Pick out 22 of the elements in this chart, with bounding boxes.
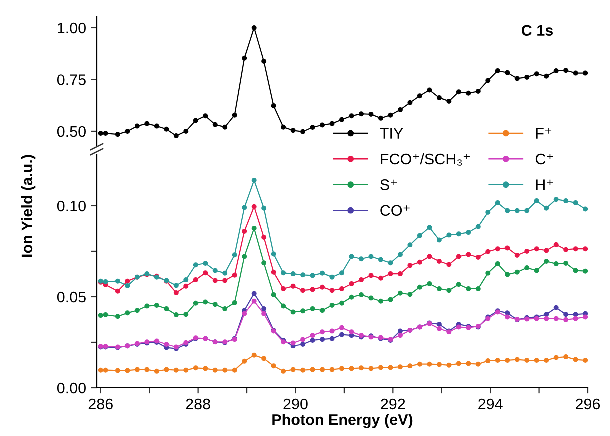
legend-label: S⁺ bbox=[380, 180, 398, 190]
y-tick-label: 0.75 bbox=[57, 74, 86, 86]
x-tick-label: 288 bbox=[186, 398, 210, 410]
legend-label: TIY bbox=[380, 128, 404, 139]
x-tick-label: 294 bbox=[478, 398, 503, 410]
x-tick-label: 292 bbox=[381, 398, 406, 410]
x-tick-label: 290 bbox=[284, 398, 308, 410]
y-tick-label: 0.50 bbox=[57, 126, 86, 138]
legend-label: CO⁺ bbox=[380, 205, 410, 216]
x-tick-label: 286 bbox=[88, 398, 113, 410]
x-tick-label: 296 bbox=[576, 398, 600, 410]
y-tick-label: 0.10 bbox=[57, 200, 86, 212]
y-axis-title: Ion Yield (a.u.) bbox=[21, 155, 36, 258]
y-tick-label: 0.05 bbox=[57, 292, 86, 303]
y-tick-label: 1.00 bbox=[58, 22, 86, 34]
legend-label: FCO⁺/SCH₃⁺ bbox=[381, 153, 470, 166]
legend-label: F⁺ bbox=[536, 128, 552, 139]
legend-label: C⁺ bbox=[536, 154, 554, 165]
y-tick-label: 0.00 bbox=[57, 382, 86, 394]
chart-title: C 1s bbox=[522, 25, 554, 36]
legend-label: H⁺ bbox=[536, 180, 554, 190]
x-axis-title: Photon Energy (eV) bbox=[272, 414, 413, 428]
